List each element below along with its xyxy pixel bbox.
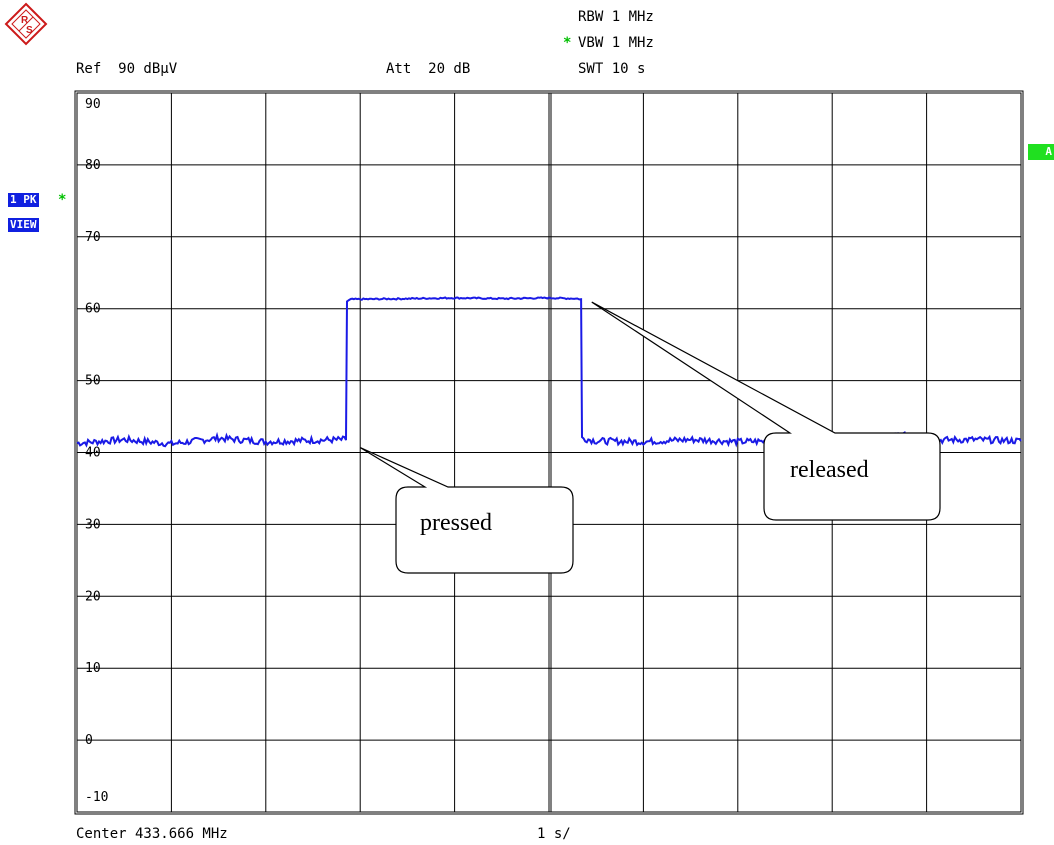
callout-pressed-text: pressed — [420, 510, 492, 536]
plot-frame-outer — [74, 90, 1024, 815]
y-tick-label: 10 — [85, 661, 101, 676]
y-tick-label: -10 — [85, 790, 108, 805]
rohde-schwarz-logo-icon: R S — [4, 2, 48, 46]
y-tick-label: 0 — [85, 733, 93, 748]
callout-released — [591, 301, 941, 521]
trace-a-badge: A — [1028, 144, 1054, 160]
y-tick-label: 60 — [85, 302, 101, 317]
plot-grid — [74, 90, 1024, 815]
y-tick-label: 20 — [85, 589, 101, 604]
y-tick-label: 30 — [85, 517, 101, 532]
callout-pressed — [360, 447, 574, 574]
svg-text:S: S — [26, 25, 33, 36]
trace-detector-badge: 1 PK — [8, 193, 39, 207]
y-tick-labels: 90 80 70 60 50 40 30 20 10 0 -10 — [85, 97, 108, 805]
vbw-modified-marker: * — [563, 35, 572, 51]
y-tick-label: 40 — [85, 446, 101, 461]
trace-modified-marker: * — [58, 192, 67, 208]
callout-released-text: released — [790, 457, 869, 483]
y-tick-label: 90 — [85, 97, 101, 112]
sweep-time-readout: SWT 10 s — [578, 61, 646, 77]
rbw-readout: RBW 1 MHz — [578, 9, 654, 25]
trace-mode-badge: VIEW — [8, 218, 39, 232]
vbw-readout: VBW 1 MHz — [578, 35, 654, 51]
attenuation-readout: Att 20 dB — [386, 61, 471, 77]
svg-text:R: R — [21, 15, 29, 26]
ref-level-readout: Ref 90 dBµV — [76, 61, 178, 77]
time-per-division-readout: 1 s/ — [537, 826, 571, 842]
y-tick-label: 50 — [85, 374, 101, 389]
y-tick-label: 70 — [85, 230, 101, 245]
y-tick-label: 80 — [85, 158, 101, 173]
callouts: pressed released — [360, 301, 941, 574]
center-frequency-readout: Center 433.666 MHz — [76, 826, 228, 842]
